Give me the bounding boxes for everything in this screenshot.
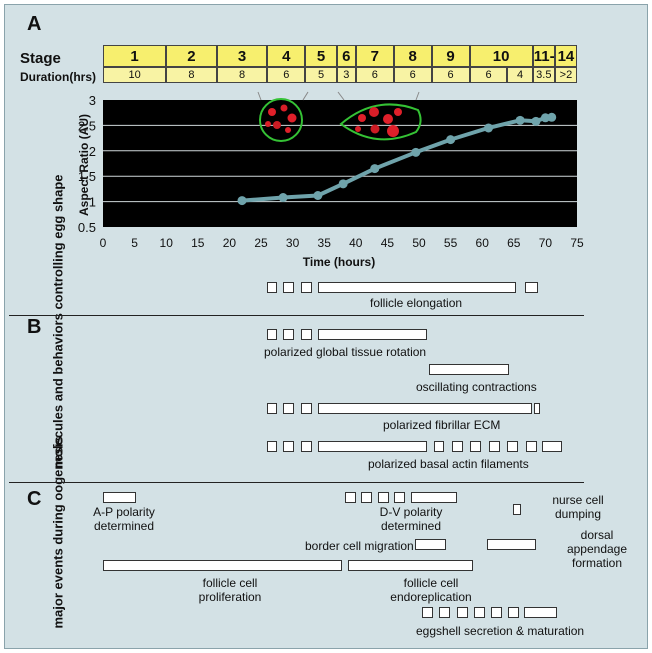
label-border-cell-migration: border cell migration xyxy=(305,539,414,553)
panel-b-bar xyxy=(301,441,312,452)
panel-c-bar xyxy=(487,539,536,550)
panel-b-bar xyxy=(267,403,278,414)
x-axis-label: Time (hours) xyxy=(303,255,375,269)
panel-c-bar xyxy=(439,607,450,618)
panel-b-bar xyxy=(283,441,294,452)
x-tick-label: 20 xyxy=(223,236,237,250)
panel-b-bar xyxy=(452,441,463,452)
x-tick-label: 55 xyxy=(444,236,458,250)
data-point xyxy=(370,164,379,173)
plot-background xyxy=(103,100,577,227)
y-axis-label: Aspect Ratio (AU) xyxy=(77,114,91,216)
x-tick-label: 5 xyxy=(131,236,138,250)
x-tick-label: 10 xyxy=(160,236,174,250)
y-tick-label: 3 xyxy=(89,93,96,108)
panel-c-bar xyxy=(345,492,356,503)
data-point xyxy=(313,191,322,200)
panel-c-bar xyxy=(474,607,485,618)
label-oscillating-contractions: oscillating contractions xyxy=(416,380,537,394)
x-tick-label: 35 xyxy=(318,236,332,250)
label-basal-actin: polarized basal actin filaments xyxy=(368,457,529,471)
panel-c-title: major events during oogenesis xyxy=(51,493,66,629)
x-tick-label: 60 xyxy=(476,236,490,250)
panel-c-bar xyxy=(508,607,519,618)
panel-c-bar xyxy=(103,560,342,571)
data-point xyxy=(516,116,525,125)
data-point xyxy=(238,196,247,205)
panel-b-bar xyxy=(542,441,562,452)
data-point xyxy=(446,135,455,144)
x-tick-label: 75 xyxy=(570,236,584,250)
data-point xyxy=(547,113,556,122)
data-point xyxy=(339,179,348,188)
label-follicle-elongation: follicle elongation xyxy=(370,296,462,310)
data-point xyxy=(411,148,420,157)
panel-b-bar xyxy=(507,441,518,452)
x-tick-label: 15 xyxy=(191,236,205,250)
panel-b-bar xyxy=(283,403,294,414)
panel-b-bar xyxy=(267,441,278,452)
x-tick-label: 25 xyxy=(254,236,268,250)
x-tick-label: 30 xyxy=(286,236,300,250)
panel-c-bar xyxy=(361,492,372,503)
panel-b-bar xyxy=(434,441,445,452)
data-point xyxy=(531,117,540,126)
divider-c xyxy=(9,482,584,483)
label-eggshell-secretion: eggshell secretion & maturation xyxy=(416,624,584,638)
panel-b-bar xyxy=(301,329,312,340)
panel-label-b: B xyxy=(27,316,41,339)
panel-b-bar xyxy=(489,441,500,452)
y-tick-label: 0.5 xyxy=(78,220,96,235)
panel-c-bar xyxy=(524,607,557,618)
label-nurse-cell-dumping: nurse cell dumping xyxy=(542,493,614,521)
panel-c-bar xyxy=(394,492,405,503)
x-tick-label: 70 xyxy=(539,236,553,250)
panel-b-bar xyxy=(429,364,509,375)
panel-c-bar xyxy=(411,492,457,503)
data-point xyxy=(484,123,493,132)
x-tick-label: 45 xyxy=(381,236,395,250)
panel-c-bar xyxy=(348,560,473,571)
panel-b-bar xyxy=(534,403,540,414)
panel-b-bar xyxy=(301,403,312,414)
panel-b-bar xyxy=(267,329,278,340)
label-fibrillar-ecm: polarized fibrillar ECM xyxy=(383,418,500,432)
panel-b-bar xyxy=(526,441,537,452)
divider-b xyxy=(9,315,584,316)
label-global-tissue-rotation: polarized global tissue rotation xyxy=(264,345,426,359)
panel-c-bar xyxy=(513,504,522,515)
x-tick-label: 0 xyxy=(100,236,107,250)
panel-b-bar xyxy=(318,441,427,452)
panel-b-bar xyxy=(283,282,294,293)
panel-c-bar xyxy=(491,607,502,618)
x-tick-label: 40 xyxy=(349,236,363,250)
label-ap-polarity: A-P polarity determined xyxy=(84,505,164,533)
aspect-ratio-chart: 0 5 10 15 20 25 30 35 40 45 50 55 60 65 70 75 0.5 1 1.5 2 2… xyxy=(0,0,652,280)
panel-c-bar xyxy=(415,539,447,550)
data-point xyxy=(279,193,288,202)
panel-label-c: C xyxy=(27,488,41,511)
label-follicle-cell-endoreplication: follicle cell endoreplication xyxy=(376,576,486,604)
label-dorsal-appendage: dorsal appendage formation xyxy=(562,528,632,570)
panel-b-bar xyxy=(283,329,294,340)
panel-b-bar xyxy=(318,329,427,340)
panel-b-bar xyxy=(470,441,481,452)
panel-c-bar xyxy=(457,607,468,618)
x-tick-label: 50 xyxy=(412,236,426,250)
panel-b-bar xyxy=(525,282,538,293)
panel-b-bar xyxy=(301,282,312,293)
panel-c-bar xyxy=(422,607,433,618)
panel-c-bar xyxy=(378,492,389,503)
panel-b-bar xyxy=(318,282,516,293)
label-dv-polarity: D-V polarity determined xyxy=(376,505,446,533)
panel-c-bar xyxy=(103,492,136,503)
label-follicle-cell-proliferation: follicle cell proliferation xyxy=(180,576,280,604)
x-tick-label: 65 xyxy=(507,236,521,250)
panel-b-bar xyxy=(318,403,532,414)
panel-b-bar xyxy=(267,282,278,293)
